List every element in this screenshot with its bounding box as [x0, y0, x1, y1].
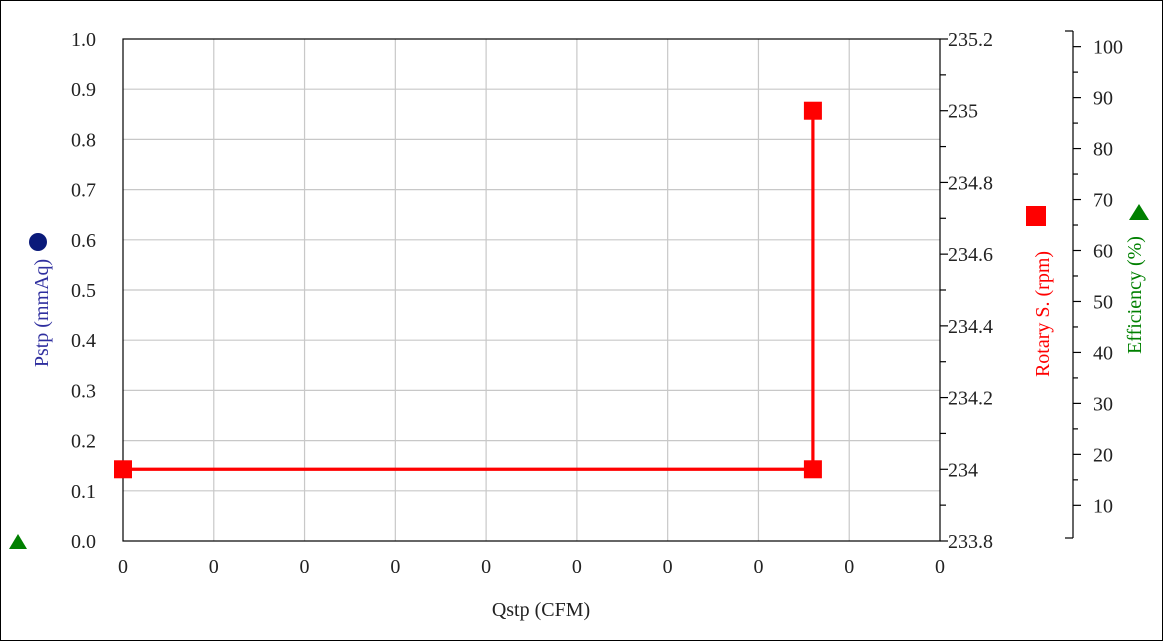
x-tick-label: 0 [209, 556, 219, 578]
rotary-speed-tick-label: 233.8 [948, 531, 993, 553]
left-axis-title: Pstp (mmAq) [31, 259, 53, 367]
x-tick-label: 0 [935, 556, 945, 578]
x-tick-label: 0 [844, 556, 854, 578]
efficiency-tick-label: 60 [1093, 241, 1113, 263]
left-tick-label: 0.6 [71, 230, 96, 252]
rotary-speed-tick-label: 234.2 [948, 388, 993, 410]
efficiency-legend-marker [1129, 204, 1149, 220]
efficiency-tick-label: 90 [1093, 88, 1113, 110]
rotary-speed-tick-label: 235 [948, 101, 978, 123]
series-layer [114, 101, 822, 479]
efficiency-axis-title: Efficiency (%) [1124, 236, 1146, 354]
left-tick-label: 0.1 [71, 481, 96, 503]
left-axis-tick-labels: 0.0 0.1 0.2 0.3 0.4 0.5 0.6 0.7 0.8 0.9 1.0 [71, 29, 96, 553]
grid [123, 39, 940, 541]
x-axis-title: Qstp (CFM) [492, 599, 590, 621]
rotary-speed-point [803, 101, 822, 120]
efficiency-legend-marker-left [9, 534, 27, 549]
rotary-speed-point [114, 460, 132, 479]
x-tick-label: 0 [118, 556, 128, 578]
efficiency-tick-label: 70 [1093, 190, 1113, 212]
rotary-speed-axis: 233.8 234 234.2 234.4 234.6 234.8 235 235.2 [940, 29, 993, 553]
left-tick-label: 0.7 [71, 180, 96, 202]
x-tick-label: 0 [390, 556, 400, 578]
efficiency-tick-label: 100 [1093, 37, 1123, 59]
rotary-speed-legend-marker [1026, 206, 1046, 226]
x-tick-label: 0 [663, 556, 673, 578]
rotary-speed-axis-title: Rotary S. (rpm) [1032, 251, 1054, 377]
left-tick-label: 0.2 [71, 431, 96, 453]
x-tick-label: 0 [572, 556, 582, 578]
rotary-speed-tick-label: 234.8 [948, 172, 993, 194]
left-tick-label: 0.8 [71, 129, 96, 151]
rotary-speed-point [803, 460, 822, 479]
left-tick-label: 0.0 [71, 531, 96, 553]
left-tick-label: 0.3 [71, 380, 96, 402]
efficiency-tick-label: 30 [1093, 393, 1113, 415]
efficiency-axis: 10 20 30 40 50 60 70 80 90 100 [1065, 30, 1123, 539]
rotary-speed-tick-label: 234.6 [948, 244, 993, 266]
efficiency-tick-label: 80 [1093, 139, 1113, 161]
efficiency-tick-label: 50 [1093, 291, 1113, 313]
efficiency-tick-label: 10 [1093, 495, 1113, 517]
x-tick-label: 0 [753, 556, 763, 578]
rotary-speed-tick-label: 235.2 [948, 29, 993, 51]
rotary-speed-tick-label: 234 [948, 459, 978, 481]
x-axis-tick-labels: 0 0 0 0 0 0 0 0 0 0 [118, 556, 945, 578]
left-tick-label: 1.0 [71, 29, 96, 51]
efficiency-tick-label: 40 [1093, 342, 1113, 364]
efficiency-tick-label: 20 [1093, 444, 1113, 466]
rotary-speed-tick-label: 234.4 [948, 316, 993, 338]
pstp-legend-marker [29, 233, 47, 251]
x-tick-label: 0 [300, 556, 310, 578]
x-tick-label: 0 [481, 556, 491, 578]
left-tick-label: 0.5 [71, 280, 96, 302]
left-tick-label: 0.9 [71, 79, 96, 101]
left-tick-label: 0.4 [71, 330, 96, 352]
